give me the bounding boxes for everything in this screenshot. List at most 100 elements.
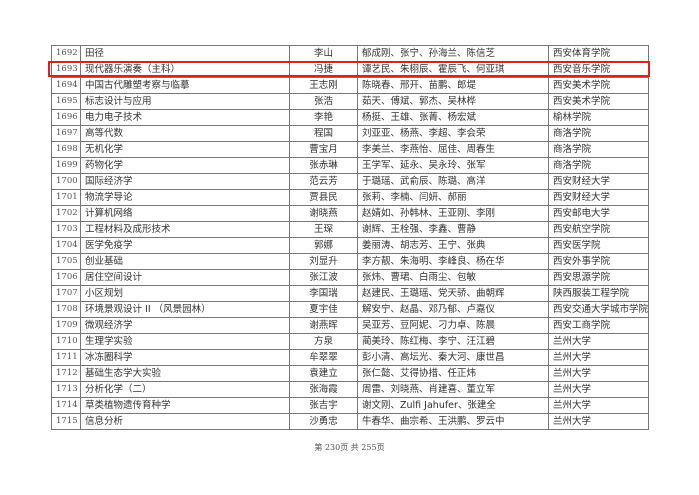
- team-members: 谢文刚、Zulfi Jahufer、张建全: [357, 397, 549, 414]
- school-name: 商洛学院: [548, 125, 649, 142]
- team-members: 李方靓、朱海明、李峰良、杨在华: [357, 253, 549, 270]
- team-members: 张炜、曹珺、白雨尘、包敏: [357, 269, 549, 286]
- table-row: 1713 分析化学（二） 张海霞 周雷、刘晓燕、肖建喜、董立军 兰州大学: [51, 381, 649, 398]
- course-leader: 李艳: [289, 109, 358, 126]
- team-members: 王学军、延永、吴永玲、张军: [357, 157, 549, 174]
- table-row: 1699 药物化学 张赤琳 王学军、延永、吴永玲、张军 商洛学院: [51, 157, 649, 174]
- table-row: 1701 物流学导论 贾县民 张莉、李楠、闫妍、郝丽 西安财经大学: [51, 189, 649, 206]
- table-row: 1694 中国古代雕塑考察与临摹 王志刚 陈晓春、邢开、苗鹏、郎堤 西安美术学院: [51, 77, 649, 94]
- team-members: 张莉、李楠、闫妍、郝丽: [357, 189, 549, 206]
- team-members: 谢辉、王栓强、李鑫、曹静: [357, 221, 549, 238]
- table-row: 1692 田径 李山 郁成刚、张宁、孙海兰、陈信芝 西安体育学院: [51, 45, 649, 62]
- row-number: 1705: [51, 253, 81, 270]
- row-number: 1711: [51, 349, 81, 366]
- school-name: 兰州大学: [548, 397, 649, 414]
- course-name: 微观经济学: [80, 317, 290, 334]
- school-name: 西安航空学院: [548, 221, 649, 238]
- course-leader: 夏宇佳: [289, 301, 358, 318]
- school-name: 兰州大学: [548, 365, 649, 382]
- course-name: 物流学导论: [80, 189, 290, 206]
- course-name: 草类植物遗传育种学: [80, 397, 290, 414]
- table-row: 1704 医学免疫学 郭娜 姜丽涛、胡志芳、王宁、张典 西安医学院: [51, 237, 649, 254]
- row-number: 1700: [51, 173, 81, 190]
- award-table: 1692 田径 李山 郁成刚、张宁、孙海兰、陈信芝 西安体育学院 1693 现代器乐演奏（主…: [51, 45, 649, 430]
- school-name: 兰州大学: [548, 381, 649, 398]
- table-row: 1695 标志设计与应用 张浩 茹天、傅斌、郭杰、吴林桦 西安美术学院: [51, 93, 649, 110]
- school-name: 商洛学院: [548, 157, 649, 174]
- school-name: 陕西服装工程学院: [548, 285, 649, 302]
- row-number: 1704: [51, 237, 81, 254]
- course-leader: 谢燕晖: [289, 317, 358, 334]
- team-members: 赵建民、王璐瑶、党天骄、曲朝辉: [357, 285, 549, 302]
- row-number: 1708: [51, 301, 81, 318]
- school-name: 西安美术学院: [548, 93, 649, 110]
- school-name: 商洛学院: [548, 141, 649, 158]
- school-name: 西安体育学院: [548, 45, 649, 62]
- course-leader: 张吉宇: [289, 397, 358, 414]
- row-number: 1695: [51, 93, 81, 110]
- school-name: 榆林学院: [548, 109, 649, 126]
- row-number: 1694: [51, 77, 81, 94]
- course-name: 基础生态学大实验: [80, 365, 290, 382]
- row-number: 1703: [51, 221, 81, 238]
- course-name: 分析化学（二）: [80, 381, 290, 398]
- row-number: 1713: [51, 381, 81, 398]
- school-name: 西安财经大学: [548, 189, 649, 206]
- course-leader: 贾县民: [289, 189, 358, 206]
- row-number: 1692: [51, 45, 81, 62]
- school-name: 兰州大学: [548, 349, 649, 366]
- team-members: 于璐瑶、武俞辰、陈璐、高洋: [357, 173, 549, 190]
- course-name: 无机化学: [80, 141, 290, 158]
- course-leader: 刘显升: [289, 253, 358, 270]
- course-leader: 李山: [289, 45, 358, 62]
- table-row: 1698 无机化学 曹宝月 李美兰、李燕怡、屈佳、周春生 商洛学院: [51, 141, 649, 158]
- team-members: 李美兰、李燕怡、屈佳、周春生: [357, 141, 549, 158]
- table-row: 1711 冰冻圈科学 牟翠翠 彭小清、高坛光、秦大河、康世昌 兰州大学: [51, 349, 649, 366]
- course-name: 信息分析: [80, 413, 290, 430]
- course-leader: 牟翠翠: [289, 349, 358, 366]
- team-members: 彭小清、高坛光、秦大河、康世昌: [357, 349, 549, 366]
- page-footer: 第 230页 共 255页: [314, 443, 385, 452]
- school-name: 西安医学院: [548, 237, 649, 254]
- row-number: 1715: [51, 413, 81, 430]
- course-name: 小区规划: [80, 285, 290, 302]
- course-leader: 张江波: [289, 269, 358, 286]
- row-number: 1701: [51, 189, 81, 206]
- course-name: 工程材料及成形技术: [80, 221, 290, 238]
- course-name: 电力电子技术: [80, 109, 290, 126]
- school-name: 西安工商学院: [548, 317, 649, 334]
- team-members: 解安宁、赵晶、邓乃郁、卢嘉仪: [357, 301, 549, 318]
- course-leader: 张浩: [289, 93, 358, 110]
- school-name: 西安交通大学城市学院: [548, 301, 649, 318]
- course-leader: 郭娜: [289, 237, 358, 254]
- row-number: 1706: [51, 269, 81, 286]
- school-name: 西安财经大学: [548, 173, 649, 190]
- row-number: 1709: [51, 317, 81, 334]
- table-row: 1702 计算机网络 谢晓燕 赵婧如、孙韩林、王亚刚、李刚 西安邮电大学: [51, 205, 649, 222]
- table-row: 1708 环境景观设计 II （风景园林） 夏宇佳 解安宁、赵晶、邓乃郁、卢嘉仪 西安交…: [51, 301, 649, 318]
- course-name: 冰冻圈科学: [80, 349, 290, 366]
- row-number: 1697: [51, 125, 81, 142]
- course-leader: 程国: [289, 125, 358, 142]
- table-row: 1705 创业基础 刘显升 李方靓、朱海明、李峰良、杨在华 西安外事学院: [51, 253, 649, 270]
- row-number: 1712: [51, 365, 81, 382]
- course-name: 环境景观设计 II （风景园林）: [80, 301, 290, 318]
- course-name: 标志设计与应用: [80, 93, 290, 110]
- team-members: 陈晓春、邢开、苗鹏、郎堤: [357, 77, 549, 94]
- table-row: 1710 生理学实验 方泉 蔺美玲、陈红梅、李宁、汪江碧 兰州大学: [51, 333, 649, 350]
- course-leader: 曹宝月: [289, 141, 358, 158]
- row-number: 1707: [51, 285, 81, 302]
- table-row: 1696 电力电子技术 李艳 杨挺、王雄、张菁、杨宏斌 榆林学院: [51, 109, 649, 126]
- course-leader: 李国瑞: [289, 285, 358, 302]
- course-name: 国际经济学: [80, 173, 290, 190]
- team-members: 赵婧如、孙韩林、王亚刚、李刚: [357, 205, 549, 222]
- table-row: 1697 高等代数 程国 刘亚亚、杨燕、李超、李会荣 商洛学院: [51, 125, 649, 142]
- school-name: 西安思源学院: [548, 269, 649, 286]
- course-leader: 袁建立: [289, 365, 358, 382]
- team-members: 张仁懿、艾得协措、任正炜: [357, 365, 549, 382]
- table-row: 1703 工程材料及成形技术 王琛 谢辉、王栓强、李鑫、曹静 西安航空学院: [51, 221, 649, 238]
- row-number: 1698: [51, 141, 81, 158]
- course-leader: 谢晓燕: [289, 205, 358, 222]
- school-name: 西安美术学院: [548, 77, 649, 94]
- table-row: 1707 小区规划 李国瑞 赵建民、王璐瑶、党天骄、曲朝辉 陕西服装工程学院: [51, 285, 649, 302]
